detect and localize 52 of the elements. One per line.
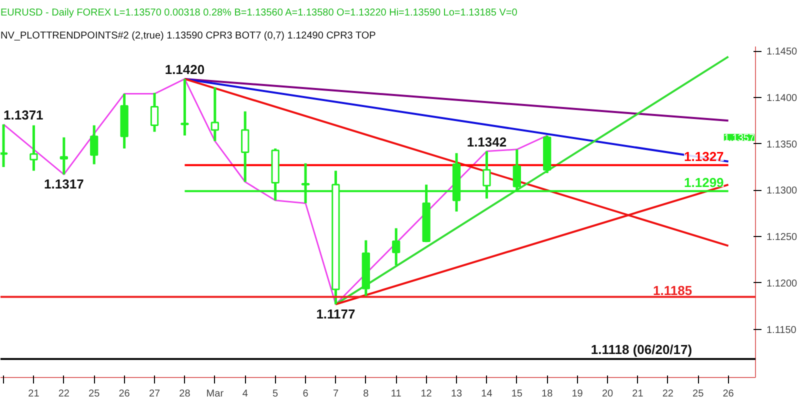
x-tick-label: 14 — [481, 388, 493, 400]
y-tick-label: 1.1150 — [766, 324, 797, 336]
ref-line-label: 1.1118 (06/20/17) — [590, 342, 692, 357]
x-tick-label: 19 — [572, 388, 584, 400]
x-tick-label: 15 — [511, 388, 523, 400]
y-tick-label: 1.1250 — [766, 232, 798, 244]
x-tick-label: 26 — [722, 388, 734, 400]
chart-subtitle: NV_PLOTTRENDPOINTS#2 (2,true) 1.13590 CPR3 BOT7 (0,7) 1.12490 CPR3 TOP — [0, 30, 376, 42]
candlestick — [90, 124, 98, 166]
x-tick-label: 21 — [632, 388, 644, 400]
x-tick-label: 20 — [602, 388, 614, 400]
annotation: 1.1420 — [164, 62, 205, 77]
candlestick — [60, 136, 68, 176]
y-tick-label: 1.1350 — [766, 139, 798, 150]
x-tick-label: 26 — [118, 388, 130, 400]
x-tick-label: 21 — [28, 388, 40, 400]
x-tick-label: 13 — [450, 388, 463, 400]
x-tick-label: 22 — [662, 388, 674, 400]
annotation: 1.1317 — [44, 176, 84, 192]
annotation: 1.1342 — [466, 134, 507, 150]
x-tick-label: 4 — [242, 388, 248, 400]
x-tick-label: 11 — [390, 388, 402, 400]
x-tick-label: 5 — [272, 388, 279, 400]
ref-line-label: 1.1185 — [653, 282, 692, 298]
x-tick-label: 8 — [363, 388, 370, 400]
annotation: 1.1177 — [316, 306, 356, 322]
x-tick-label: 18 — [542, 388, 554, 400]
x-tick-label: 12 — [420, 388, 432, 400]
x-tick-label: 25 — [88, 388, 100, 400]
y-tick-label: 1.1200 — [766, 278, 798, 290]
x-tick-label: 28 — [179, 388, 191, 400]
candlestick — [30, 124, 38, 172]
y-tick-label: 1.1450 — [766, 46, 798, 58]
x-tick-label: 25 — [692, 388, 704, 400]
x-tick-label: Mar — [206, 388, 224, 400]
candlestick — [150, 92, 159, 134]
chart-title: EURUSD - Daily FOREX L=1.13570 0.00318 0.28% B=1.13560 A=1.13580 O=1.13220 Hi=1.13590 Lo=1.13185 V=0 — [0, 8, 518, 18]
candlestick — [210, 86, 219, 142]
candlestick — [392, 226, 400, 267]
y-tick-label: 1.1300 — [766, 186, 798, 197]
candlestick — [180, 78, 189, 137]
x-tick-label: 7 — [332, 388, 339, 400]
candlestick — [241, 110, 250, 184]
annotation: 1.1357 — [724, 132, 755, 144]
annotation: 1.1371 — [4, 107, 44, 122]
series-label: 1.1327 — [684, 149, 724, 164]
x-tick-label: 27 — [148, 388, 161, 400]
y-tick-label: 1.1400 — [766, 92, 798, 104]
series-label: 1.1299 — [684, 175, 724, 190]
x-tick-label: 22 — [58, 388, 70, 400]
candlestick — [0, 123, 8, 168]
x-tick-label: 6 — [302, 388, 309, 400]
